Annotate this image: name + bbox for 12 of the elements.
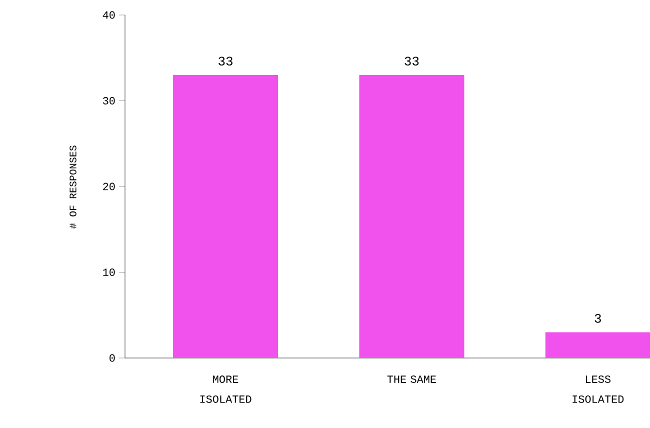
x-tick-label: LESS ISOLATED [572, 376, 624, 403]
y-axis-title: # OF RESPONSES [70, 146, 76, 229]
x-tick-label: MORE ISOLATED [200, 376, 252, 403]
data-label: 3 [594, 314, 601, 323]
data-label: 33 [218, 56, 232, 66]
data-label: 33 [404, 56, 419, 66]
y-tick-label: 40 [102, 11, 115, 19]
y-tick-label: 30 [103, 97, 115, 104]
y-tick-label: 10 [103, 268, 115, 276]
y-tick-label: 20 [103, 182, 115, 190]
x-tick-label: THE SAME [387, 376, 436, 383]
y-tick-label: 0 [110, 354, 115, 362]
